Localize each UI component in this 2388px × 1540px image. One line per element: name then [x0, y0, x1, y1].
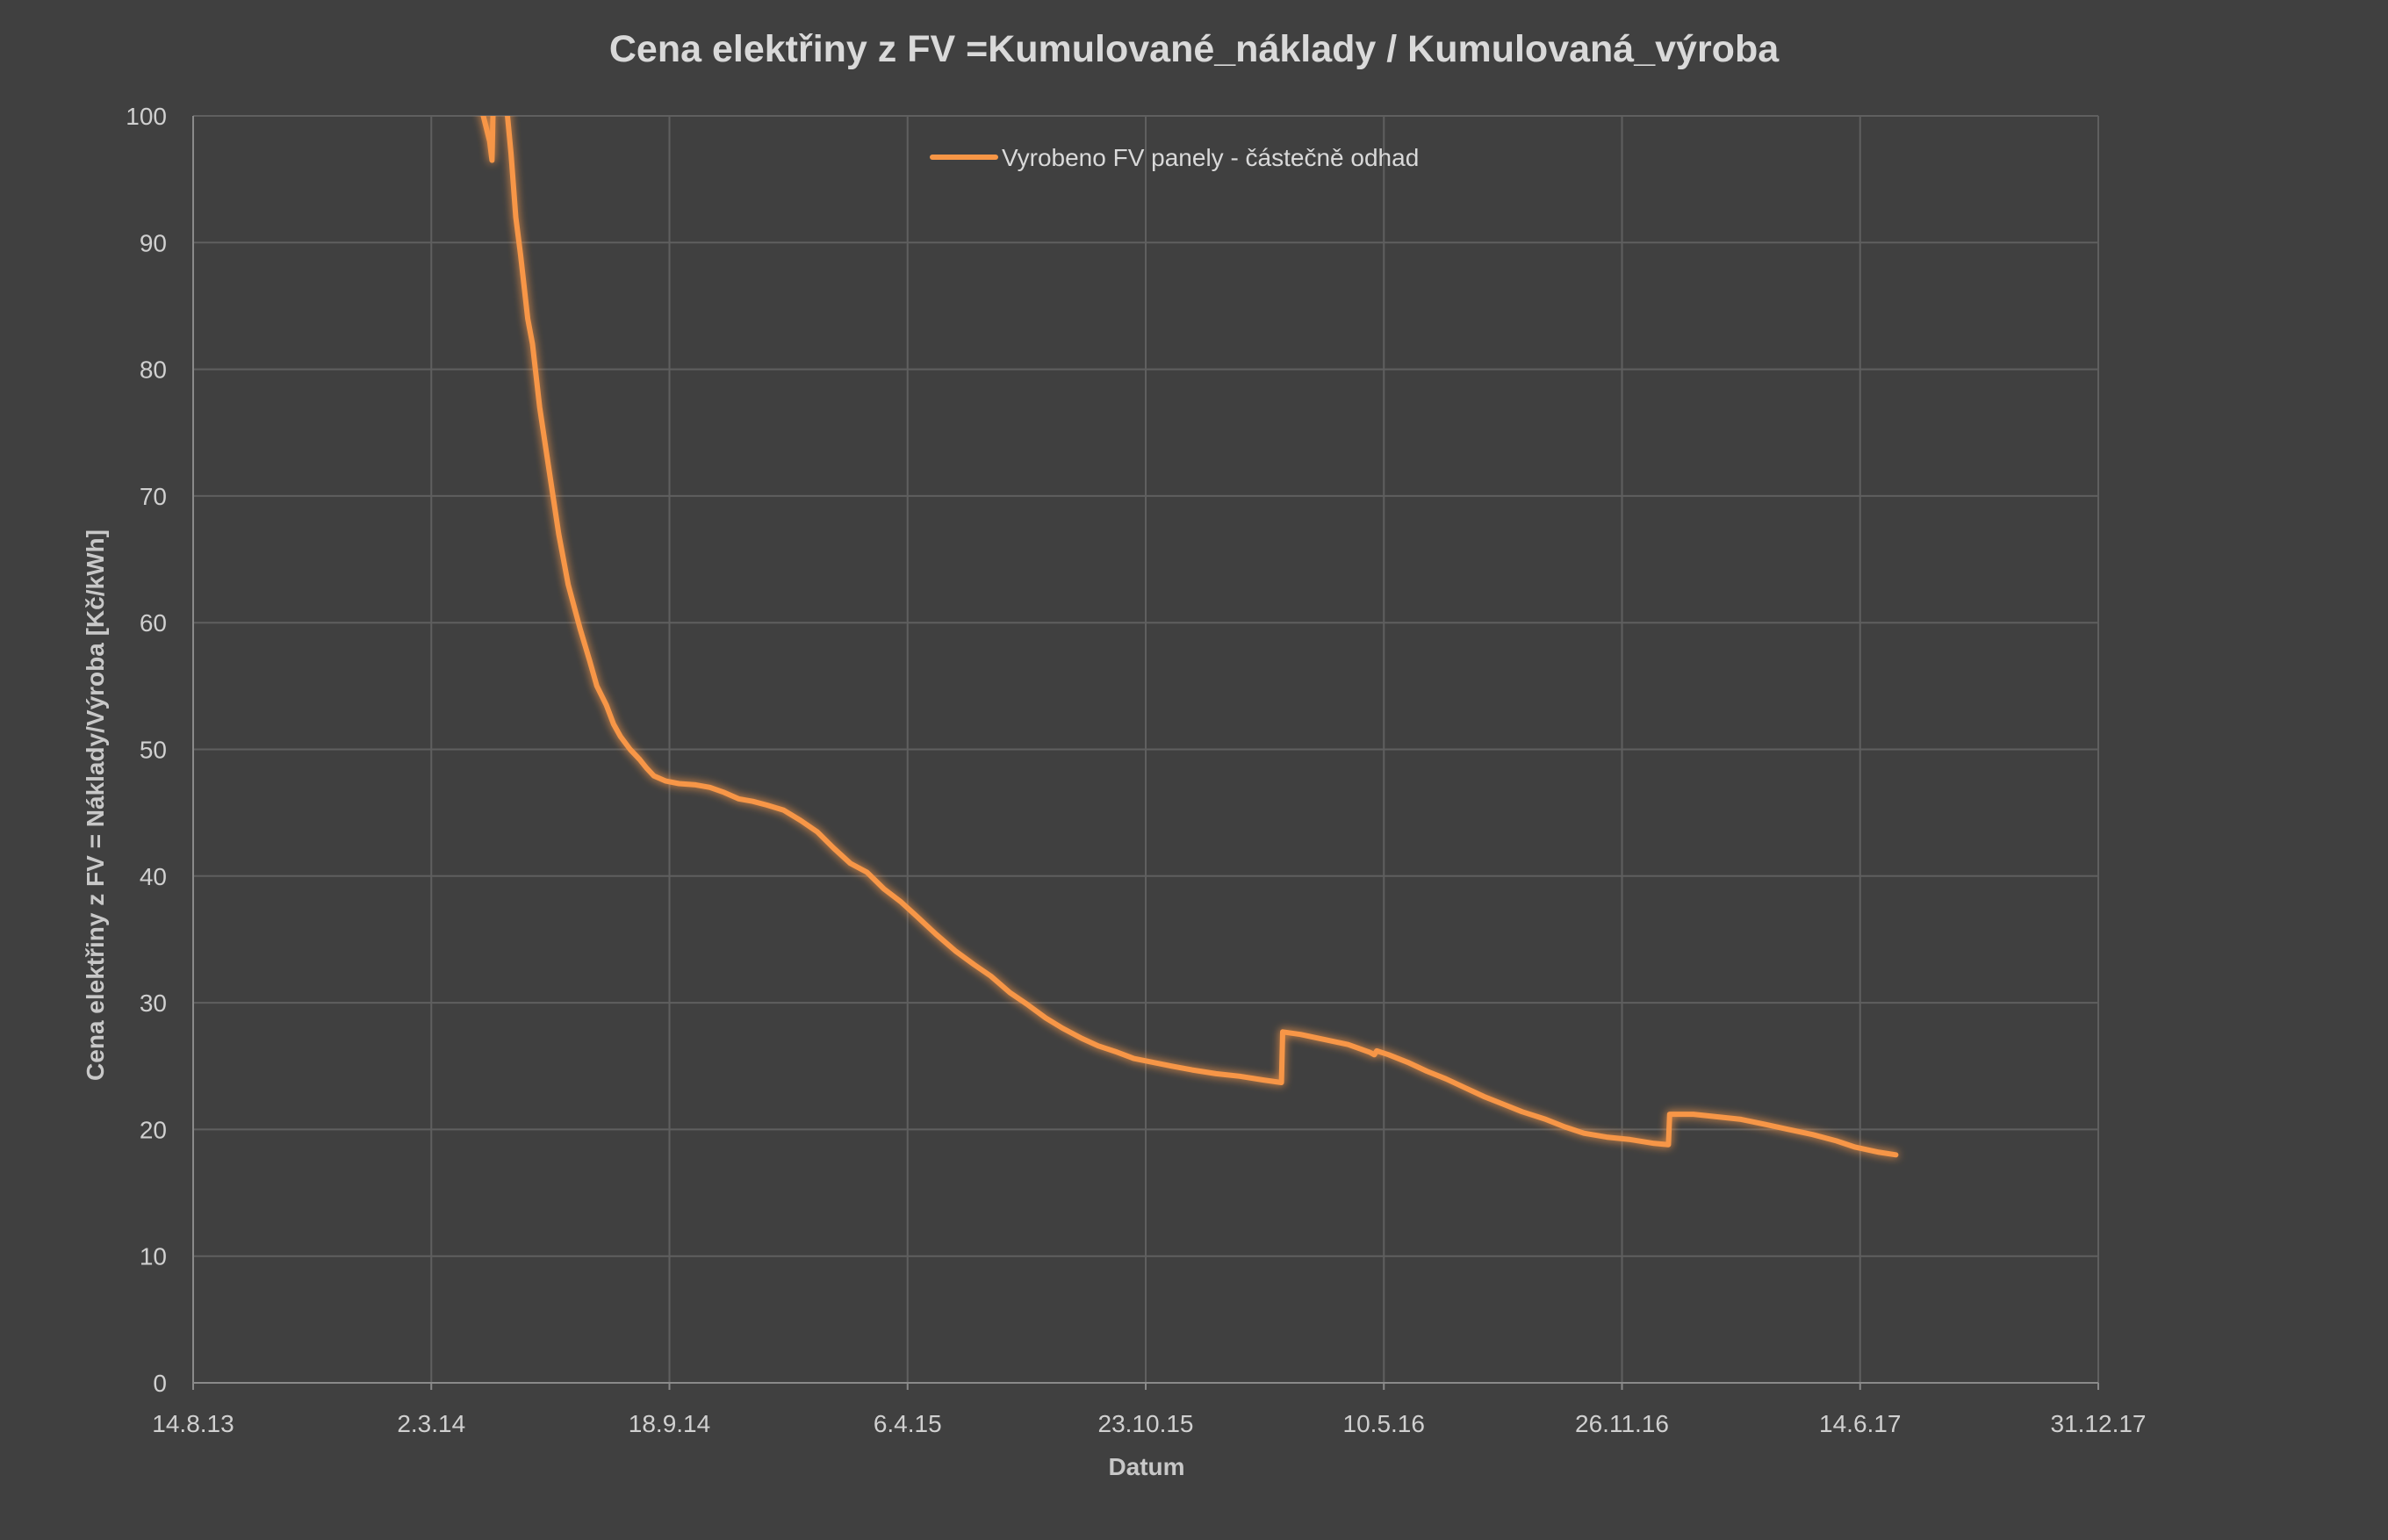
y-tick-label: 90	[140, 229, 167, 256]
legend: Vyrobeno FV panely - částečně odhad	[930, 144, 1419, 171]
y-tick-label: 20	[140, 1116, 167, 1143]
x-tick-label: 6.4.15	[874, 1410, 942, 1437]
y-tick-label: 30	[140, 989, 167, 1017]
y-tick-label: 40	[140, 863, 167, 890]
x-tick-label: 10.5.16	[1343, 1410, 1425, 1437]
y-tick-label: 60	[140, 609, 167, 637]
series-group	[480, 116, 1899, 1158]
gridlines	[192, 115, 2099, 1383]
y-tick-label: 50	[140, 737, 167, 764]
legend-label: Vyrobeno FV panely - částečně odhad	[1002, 144, 1419, 171]
x-tick-labels: 14.8.13 2.3.14 18.9.14 6.4.15 23.10.15 10.5.1…	[152, 1410, 2146, 1437]
x-tick-label: 14.8.13	[152, 1410, 234, 1437]
series-layer	[480, 116, 1899, 1158]
y-axis-title: Cena elektřiny z FV = Náklady/Výroba [Kč…	[82, 529, 109, 1081]
series-line	[480, 116, 1899, 1158]
y-tick-label: 10	[140, 1243, 167, 1270]
x-tick-label: 14.6.17	[1819, 1410, 1901, 1437]
x-axis-title: Datum	[1108, 1453, 1184, 1480]
axes	[192, 116, 2099, 1390]
chart-title: Cena elektřiny z FV =Kumulované_náklady …	[609, 28, 1780, 70]
y-tick-label: 70	[140, 483, 167, 510]
y-tick-label: 80	[140, 356, 167, 384]
x-tick-label: 31.12.17	[2051, 1410, 2147, 1437]
y-tick-label: 0	[153, 1370, 167, 1397]
y-tick-label: 100	[126, 103, 167, 130]
y-tick-labels: 0 10 20 30 40 50 60 70 80 90 100	[126, 103, 167, 1397]
x-tick-label: 26.11.16	[1575, 1410, 1669, 1437]
x-tick-label: 18.9.14	[629, 1410, 710, 1437]
x-tick-label: 2.3.14	[397, 1410, 465, 1437]
x-tick-label: 23.10.15	[1098, 1410, 1194, 1437]
